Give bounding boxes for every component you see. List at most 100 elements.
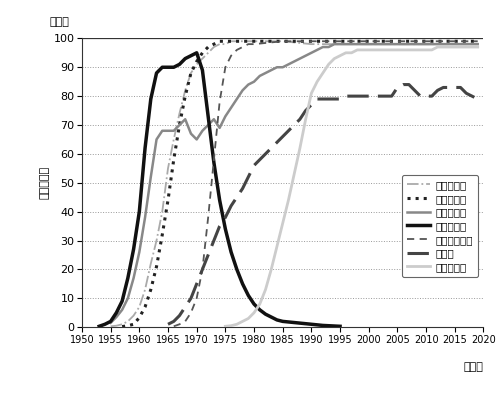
電気洗濦機 xyxy=(114,315,119,320)
カラーテレビ xyxy=(194,296,200,300)
電子レンジ xyxy=(291,172,297,176)
電子レンジ xyxy=(286,198,292,203)
カラーテレビ xyxy=(366,39,372,44)
白黒テレビ xyxy=(148,97,154,101)
電気洗濦機 xyxy=(274,65,280,70)
白黒テレビ xyxy=(154,70,160,75)
白黒テレビ xyxy=(326,323,332,328)
電気洗濦機 xyxy=(142,215,148,220)
電気洗濦機 xyxy=(182,117,188,122)
電気冷蔵庫 xyxy=(280,39,285,44)
電気冷蔵庫 xyxy=(188,70,194,75)
乗用車 xyxy=(400,82,406,87)
電気冷蔵庫 xyxy=(142,304,148,309)
電気冷蔵庫 xyxy=(205,45,211,49)
カラーテレビ xyxy=(423,39,429,44)
電気掃除機 xyxy=(240,39,246,44)
電子レンジ xyxy=(326,62,332,67)
電子レンジ xyxy=(302,117,308,122)
Line: 電子レンジ: 電子レンジ xyxy=(226,47,478,326)
カラーテレビ xyxy=(240,45,246,49)
電気掃除機 xyxy=(228,39,234,44)
電気掃除機 xyxy=(194,62,200,67)
電気洗濦機 xyxy=(176,123,182,127)
電子レンジ xyxy=(394,47,400,52)
電気掃除機 xyxy=(142,287,148,292)
電子レンジ xyxy=(469,45,475,49)
電子レンジ xyxy=(222,324,228,329)
電子レンジ xyxy=(458,45,464,49)
電気洗濦機 xyxy=(251,79,257,84)
電気冷蔵庫 xyxy=(160,232,166,237)
電気冷蔵庫 xyxy=(125,323,131,328)
電子レンジ xyxy=(412,47,418,52)
電気冷蔵庫 xyxy=(176,123,182,127)
白黒テレビ xyxy=(337,324,343,329)
白黒テレビ xyxy=(102,322,108,327)
カラーテレビ xyxy=(474,39,480,44)
電気冷蔵庫 xyxy=(182,94,188,99)
電気洗濦機 xyxy=(314,47,320,52)
電子レンジ xyxy=(383,47,389,52)
白黒テレビ xyxy=(240,281,246,286)
電子レンジ xyxy=(257,302,263,306)
電子レンジ xyxy=(354,47,360,52)
電気洗濦機 xyxy=(119,307,125,312)
電気掃除機 xyxy=(119,322,125,327)
電気冷蔵庫 xyxy=(251,39,257,44)
カラーテレビ xyxy=(188,310,194,315)
電子レンジ xyxy=(332,56,338,61)
白黒テレビ xyxy=(114,310,119,315)
電気洗濦機 xyxy=(308,51,314,55)
Text: （年）: （年） xyxy=(464,362,483,372)
電気掃除機 xyxy=(182,88,188,93)
カラーテレビ xyxy=(228,53,234,58)
電子レンジ xyxy=(274,244,280,249)
カラーテレビ xyxy=(216,100,222,104)
電気洗濦機 xyxy=(234,97,240,101)
白黒テレビ xyxy=(108,319,114,324)
白黒テレビ xyxy=(182,56,188,61)
白黒テレビ xyxy=(222,226,228,231)
電子レンジ xyxy=(377,47,383,52)
電気掃除機 xyxy=(423,42,429,47)
白黒テレビ xyxy=(268,315,274,320)
電子レンジ xyxy=(337,53,343,58)
白黒テレビ xyxy=(246,293,252,298)
乗用車 xyxy=(200,267,205,272)
電気掃除機 xyxy=(222,42,228,47)
電子レンジ xyxy=(320,70,326,75)
電気掃除機 xyxy=(234,39,240,44)
電子レンジ xyxy=(464,45,469,49)
電気洗濦機 xyxy=(160,129,166,133)
カラーテレビ xyxy=(211,157,217,162)
白黒テレビ xyxy=(251,302,257,306)
白黒テレビ xyxy=(262,312,268,316)
電子レンジ xyxy=(418,47,424,52)
電気冷蔵庫 xyxy=(216,39,222,44)
電気洗濦機 xyxy=(474,42,480,47)
カラーテレビ xyxy=(246,42,252,47)
電子レンジ xyxy=(434,45,440,49)
白黒テレビ xyxy=(142,146,148,150)
カラーテレビ xyxy=(205,215,211,220)
電気洗濦機 xyxy=(268,68,274,72)
乗用車 xyxy=(474,97,480,101)
白黒テレビ xyxy=(228,250,234,254)
白黒テレビ xyxy=(165,65,171,70)
電子レンジ xyxy=(308,91,314,96)
乗用車 xyxy=(222,215,228,220)
電気洗濦機 xyxy=(228,105,234,110)
電気掃除機 xyxy=(176,111,182,116)
カラーテレビ xyxy=(170,324,176,329)
電気洗濦機 xyxy=(291,59,297,64)
Y-axis label: 世帯普及率: 世帯普及率 xyxy=(39,166,49,199)
電気掃除機 xyxy=(205,51,211,55)
電気洗濦機 xyxy=(194,137,200,142)
電子レンジ xyxy=(400,47,406,52)
白黒テレビ xyxy=(308,322,314,327)
電気洗濦機 xyxy=(366,42,372,47)
電気掃除機 xyxy=(452,42,458,47)
電子レンジ xyxy=(423,47,429,52)
電気冷蔵庫 xyxy=(136,315,142,320)
